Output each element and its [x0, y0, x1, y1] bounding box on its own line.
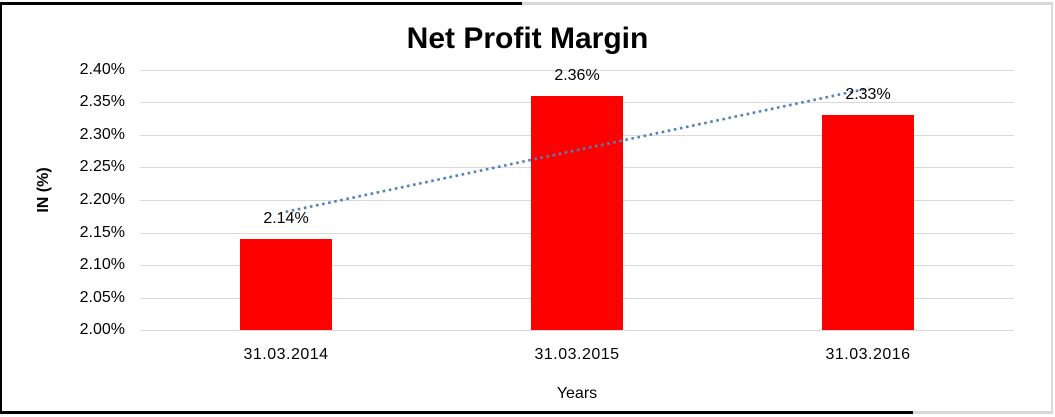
bar-data-label: 2.33% — [845, 86, 891, 103]
border-right — [1051, 2, 1053, 414]
border-left — [0, 2, 2, 414]
y-tick-label: 2.35% — [79, 93, 125, 110]
border-bottom — [0, 411, 1053, 414]
gridline — [140, 330, 1014, 331]
y-tick-label: 2.40% — [79, 61, 125, 78]
y-tick-label: 2.30% — [79, 126, 125, 143]
gridline — [140, 70, 1014, 71]
x-tick-label: 31.03.2015 — [534, 346, 620, 363]
y-tick-label: 2.00% — [79, 321, 125, 338]
y-tick-label: 2.20% — [79, 191, 125, 208]
bar — [240, 239, 332, 330]
bar — [531, 96, 623, 330]
x-axis-title: Years — [556, 385, 598, 402]
x-tick-label: 31.03.2014 — [243, 346, 329, 363]
chart-title: Net Profit Margin — [406, 22, 649, 55]
bar — [822, 115, 914, 330]
y-tick-label: 2.10% — [79, 256, 125, 273]
y-tick-label: 2.15% — [79, 224, 125, 241]
border-top — [0, 2, 1053, 5]
x-tick-label: 31.03.2016 — [825, 346, 911, 363]
y-tick-label: 2.25% — [79, 158, 125, 175]
bar-data-label: 2.36% — [554, 67, 600, 84]
y-tick-label: 2.05% — [79, 289, 125, 306]
bar-data-label: 2.14% — [263, 210, 309, 227]
